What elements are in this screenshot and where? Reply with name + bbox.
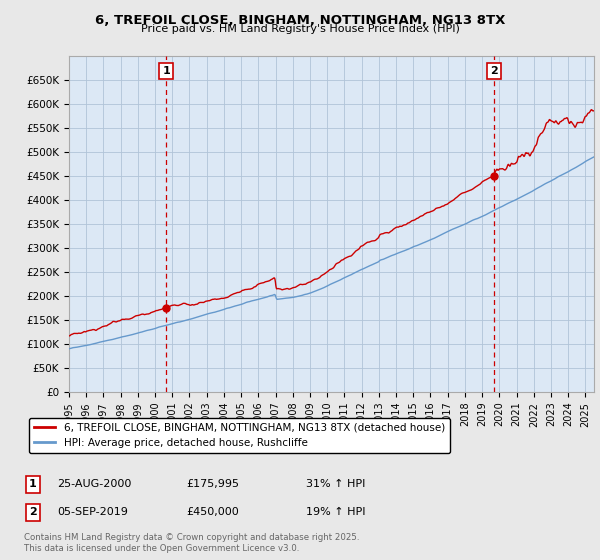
Text: 6, TREFOIL CLOSE, BINGHAM, NOTTINGHAM, NG13 8TX: 6, TREFOIL CLOSE, BINGHAM, NOTTINGHAM, N…: [95, 14, 505, 27]
Legend: 6, TREFOIL CLOSE, BINGHAM, NOTTINGHAM, NG13 8TX (detached house), HPI: Average p: 6, TREFOIL CLOSE, BINGHAM, NOTTINGHAM, N…: [29, 418, 450, 453]
Text: 1: 1: [163, 66, 170, 76]
Text: Contains HM Land Registry data © Crown copyright and database right 2025.
This d: Contains HM Land Registry data © Crown c…: [24, 534, 359, 553]
Text: 2: 2: [29, 507, 37, 517]
Text: £175,995: £175,995: [186, 479, 239, 489]
Text: 2: 2: [490, 66, 497, 76]
Text: 31% ↑ HPI: 31% ↑ HPI: [306, 479, 365, 489]
Text: 1: 1: [29, 479, 37, 489]
Text: 25-AUG-2000: 25-AUG-2000: [57, 479, 131, 489]
Text: £450,000: £450,000: [186, 507, 239, 517]
Text: Price paid vs. HM Land Registry's House Price Index (HPI): Price paid vs. HM Land Registry's House …: [140, 24, 460, 34]
Text: 19% ↑ HPI: 19% ↑ HPI: [306, 507, 365, 517]
Text: 05-SEP-2019: 05-SEP-2019: [57, 507, 128, 517]
